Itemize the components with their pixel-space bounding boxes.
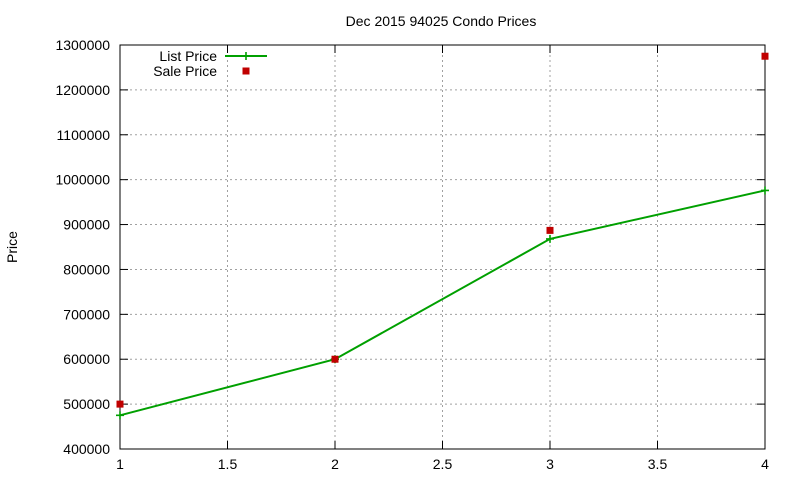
y-tick-label: 500000	[63, 396, 110, 412]
list-price-line	[119, 189, 766, 417]
y-tick-label: 1100000	[57, 127, 111, 143]
legend-swatch-sale-price	[242, 67, 250, 75]
list-price-point	[546, 234, 554, 243]
y-tick-label: 1200000	[55, 82, 110, 98]
y-tick-label: 1300000	[55, 37, 110, 53]
x-axis: 1 1.5 2 2.5 3 3.5 4	[116, 45, 769, 472]
y-tick-label: 700000	[63, 306, 110, 322]
y-axis: 400000 500000 600000 700000 800000 900000 1000…	[55, 37, 765, 457]
legend-label-sale-price: Sale Price	[153, 63, 217, 79]
x-tick-label: 2	[331, 456, 339, 472]
sale-price-point	[761, 52, 769, 60]
y-tick-label: 600000	[63, 351, 110, 367]
legend-marker-list-price	[242, 52, 250, 60]
x-tick-label: 2.5	[433, 456, 453, 472]
chart-title: Dec 2015 94025 Condo Prices	[346, 13, 537, 29]
sale-price-point	[116, 400, 124, 408]
x-tick-label: 4	[761, 456, 769, 472]
sale-price-point	[331, 355, 339, 363]
x-tick-label: 1.5	[218, 456, 238, 472]
x-tick-label: 1	[116, 456, 124, 472]
y-tick-label: 400000	[63, 441, 110, 457]
sale-price-point	[546, 226, 554, 234]
series-layer	[116, 52, 769, 420]
legend-label-list-price: List Price	[159, 48, 217, 64]
grid	[120, 45, 765, 449]
x-tick-label: 3.5	[648, 456, 668, 472]
x-tick-label: 3	[546, 456, 554, 472]
list-price-point	[761, 186, 769, 195]
y-tick-label: 1000000	[55, 172, 110, 188]
y-tick-label: 900000	[63, 217, 110, 233]
y-axis-label: Price	[4, 231, 20, 263]
y-tick-label: 800000	[63, 261, 110, 277]
list-price-point	[116, 411, 124, 420]
